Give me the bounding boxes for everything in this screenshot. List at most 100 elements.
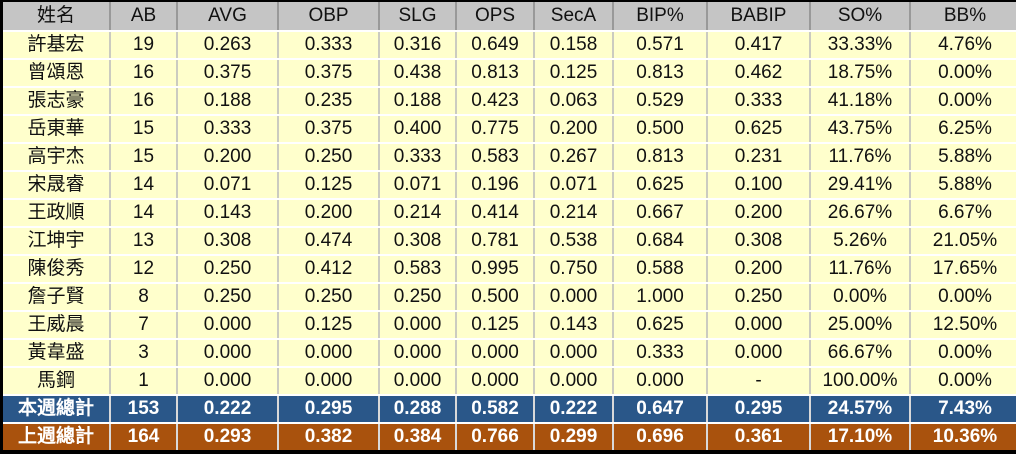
table-row: 詹子賢 8 0.250 0.250 0.250 0.500 0.000 1.000 0.250 0… [3,283,1016,312]
stat-cell: 0.200 [278,199,380,228]
stat-cell: 0.813 [613,143,708,172]
player-name-cell: 張志豪 [3,87,111,116]
player-name-cell: 岳東華 [3,115,111,144]
total-stat-cell: 0.647 [613,395,708,424]
stat-cell: 0.316 [379,31,457,60]
stat-cell: 0.158 [534,31,614,60]
stat-cell: 0.583 [456,143,535,172]
table-row: 王政順 14 0.143 0.200 0.214 0.414 0.214 0.667 0.200… [3,199,1016,228]
player-name-cell: 高宇杰 [3,143,111,172]
stat-cell: 0.538 [534,227,614,256]
stat-cell: 0.250 [707,283,811,312]
column-header-0: 姓名 [3,2,111,32]
stat-cell: 1.000 [613,283,708,312]
stat-cell: 0.200 [707,199,811,228]
total-stat-cell: 0.295 [278,395,380,424]
stat-cell: 0.667 [613,199,708,228]
stat-cell: 0.462 [707,59,811,88]
table-row: 王威晨 7 0.000 0.125 0.000 0.125 0.143 0.625 0.000 2… [3,311,1016,340]
stat-cell: 0.188 [177,87,279,116]
stat-cell: 0.250 [177,255,279,284]
stat-cell: 0.00% [910,87,1016,116]
stat-cell: 100.00% [810,367,911,396]
stat-cell: 0.000 [177,339,279,368]
stat-cell: 43.75% [810,115,911,144]
stat-cell: 16 [110,59,178,88]
stat-cell: 0.250 [278,143,380,172]
total-stat-cell: 10.36% [910,423,1016,450]
stat-cell: 0.071 [177,171,279,200]
stat-cell: 18.75% [810,59,911,88]
stat-cell: 5.26% [810,227,911,256]
stat-cell: 11.76% [810,143,911,172]
total-stat-cell: 0.293 [177,423,279,450]
stat-cell: 0.625 [613,171,708,200]
stat-cell: 0.125 [534,59,614,88]
total-stat-cell: 0.361 [707,423,811,450]
stat-cell: 0.214 [379,199,457,228]
stat-cell: 0.00% [910,367,1016,396]
stat-cell: 0.000 [379,311,457,340]
total-stat-cell: 7.43% [910,395,1016,424]
stat-cell: 0.308 [177,227,279,256]
stat-cell: 15 [110,143,178,172]
stat-cell: 0.000 [707,339,811,368]
stat-cell: 0.125 [456,311,535,340]
stat-cell: 14 [110,171,178,200]
stat-cell: 0.267 [534,143,614,172]
total-row-label: 本週總計 [3,395,111,424]
stat-cell: 0.813 [613,59,708,88]
stat-cell: 0.000 [707,311,811,340]
column-header-6: SecA [534,2,614,32]
stat-cell: 41.18% [810,87,911,116]
stat-cell: 14 [110,199,178,228]
stat-cell: 0.400 [379,115,457,144]
stat-cell: 0.000 [278,367,380,396]
stat-cell: 0.263 [177,31,279,60]
table-row: 黃韋盛 3 0.000 0.000 0.000 0.000 0.000 0.333 0.000 6… [3,339,1016,368]
total-stat-cell: 17.10% [810,423,911,450]
stat-cell: 7 [110,311,178,340]
stat-cell: 0.375 [278,59,380,88]
stat-cell: 11.76% [810,255,911,284]
stat-cell: 0.200 [177,143,279,172]
total-stat-cell: 24.57% [810,395,911,424]
column-header-1: AB [110,2,178,32]
stat-cell: 0.000 [534,283,614,312]
stat-cell: 19 [110,31,178,60]
stat-cell: 0.000 [177,311,279,340]
total-stat-cell: 0.766 [456,423,535,450]
stat-cell: 0.000 [278,339,380,368]
stat-cell: 0.000 [177,367,279,396]
stat-cell: 0.235 [278,87,380,116]
stat-cell: 12.50% [910,311,1016,340]
stat-cell: 13 [110,227,178,256]
stat-cell: 0.071 [379,171,457,200]
column-header-7: BIP% [613,2,708,32]
stat-cell: 0.684 [613,227,708,256]
table-row: 陳俊秀 12 0.250 0.412 0.583 0.995 0.750 0.588 0.200… [3,255,1016,284]
player-name-cell: 許基宏 [3,31,111,60]
total-stat-cell: 0.222 [534,395,614,424]
stat-cell: 0.500 [613,115,708,144]
stat-cell: 0.188 [379,87,457,116]
header-row: 姓名 AB AVG OBP SLG OPS SecA BIP% BABIP SO% BB% [3,2,1016,32]
stat-cell: 0.200 [534,115,614,144]
column-header-2: AVG [177,2,279,32]
column-header-9: SO% [810,2,911,32]
total-stat-cell: 164 [110,423,178,450]
stat-cell: 0.529 [613,87,708,116]
stat-cell: 3 [110,339,178,368]
stat-cell: 0.375 [278,115,380,144]
stat-cell: 12 [110,255,178,284]
stat-cell: 0.423 [456,87,535,116]
stat-cell: - [707,367,811,396]
stat-cell: 0.308 [379,227,457,256]
stat-cell: 0.333 [707,87,811,116]
stat-cell: 0.500 [456,283,535,312]
stat-cell: 0.000 [534,339,614,368]
stat-cell: 0.250 [177,283,279,312]
table-row: 曾頌恩 16 0.375 0.375 0.438 0.813 0.125 0.813 0.462… [3,59,1016,88]
stat-cell: 17.65% [910,255,1016,284]
